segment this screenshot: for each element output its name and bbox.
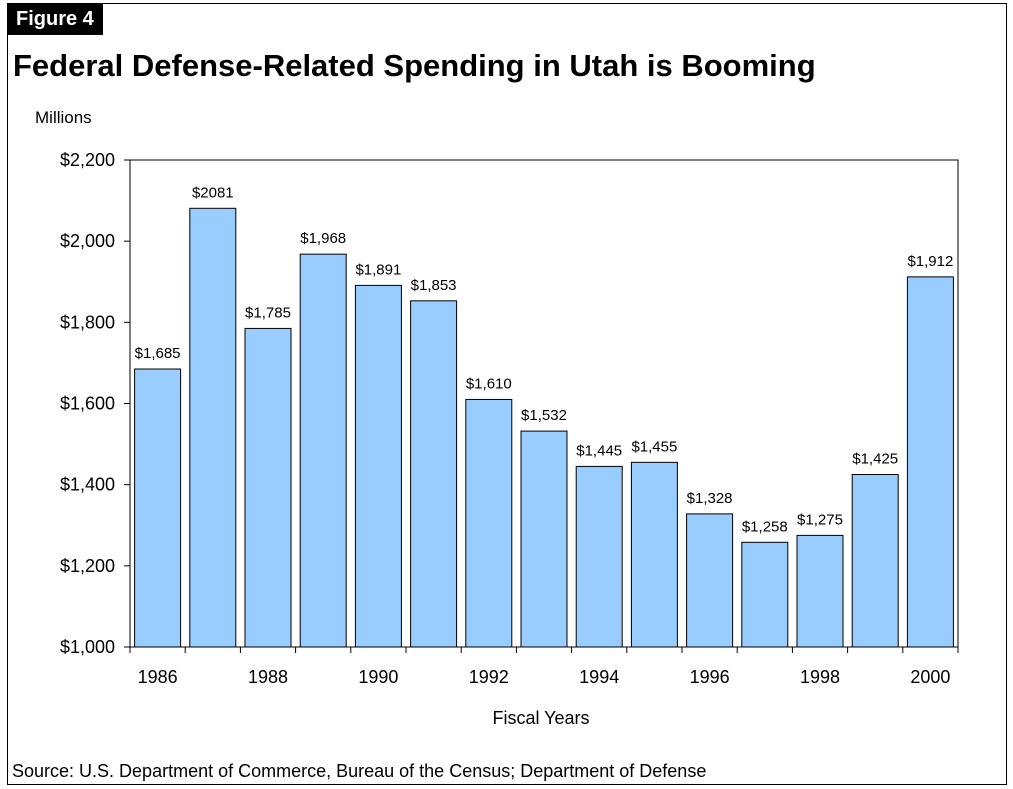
source-note: Source: U.S. Department of Commerce, Bur… [12, 761, 707, 781]
bar [134, 368, 182, 648]
y-tick-label: $1,400 [60, 475, 115, 495]
data-label: $1,328 [687, 490, 733, 507]
y-tick-label: $2,200 [60, 150, 115, 170]
x-tick-label: 1990 [358, 667, 398, 687]
bar [244, 327, 292, 648]
y-tick-label: $1,800 [60, 312, 115, 332]
plot-layer: $1,000 $1,200 $1,400 $1,600 $1,800 $2,000 $2,2… [60, 150, 959, 687]
data-label: $1,968 [300, 230, 346, 247]
data-label: $1,853 [411, 277, 457, 294]
data-label: $1,891 [355, 261, 401, 278]
data-label: $1,455 [631, 438, 677, 455]
bar [851, 474, 899, 648]
x-tick-label: 1988 [248, 667, 288, 687]
bar [741, 541, 789, 648]
bar [686, 513, 734, 648]
y-axis-label: Millions [35, 108, 92, 127]
y-tick-label: $1,200 [60, 556, 115, 576]
x-tick-label: 1994 [579, 667, 619, 687]
bar [796, 534, 844, 648]
data-label: $1,275 [797, 511, 843, 528]
x-tick-label: 1996 [690, 667, 730, 687]
x-axis-label: Fiscal Years [492, 708, 589, 728]
bar [465, 398, 513, 648]
x-tick-label: 1992 [469, 667, 509, 687]
data-label: $1,785 [245, 304, 291, 321]
data-label: $1,258 [742, 518, 788, 535]
figure-label: Figure 4 [7, 3, 103, 35]
x-tick-label: 2000 [910, 667, 950, 687]
x-tick-label: 1986 [138, 667, 178, 687]
data-label: $1,610 [466, 375, 512, 392]
y-tick-label: $2,000 [60, 231, 115, 251]
data-label: $1,685 [135, 345, 181, 362]
bar [410, 300, 458, 648]
chart-title: Federal Defense-Related Spending in Utah… [13, 48, 816, 83]
bar [906, 276, 954, 648]
data-label: $2081 [192, 184, 234, 201]
data-label: $1,425 [852, 451, 898, 468]
bar [299, 253, 347, 648]
data-label: $1,445 [576, 442, 622, 459]
y-tick-label: $1,600 [60, 394, 115, 414]
bar [630, 461, 678, 648]
bar [520, 430, 568, 648]
y-tick-label: $1,000 [60, 637, 115, 657]
x-tick-label: 1998 [800, 667, 840, 687]
bar [189, 207, 237, 648]
bar [575, 465, 623, 648]
data-label: $1,532 [521, 407, 567, 424]
bar [354, 284, 402, 648]
data-label: $1,912 [907, 253, 953, 270]
